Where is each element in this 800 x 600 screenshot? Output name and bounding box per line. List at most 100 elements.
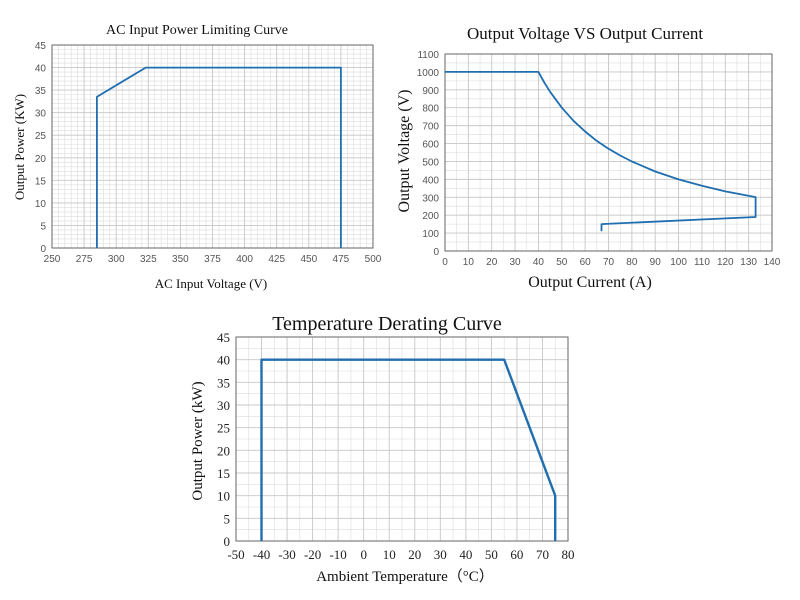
x-tick-label: 40	[533, 257, 545, 268]
chart-title: Output Voltage VS Output Current	[467, 24, 703, 43]
y-tick-label: 0	[40, 244, 46, 255]
y-tick-label: 25	[35, 131, 47, 142]
x-tick-label: 70	[536, 547, 549, 562]
x-tick-label: -40	[253, 547, 270, 562]
y-tick-label: 900	[422, 86, 439, 97]
x-axis-label: Output Current (A)	[528, 274, 652, 291]
x-tick-label: 350	[172, 254, 189, 265]
x-tick-label: 475	[333, 254, 350, 265]
output-voltage-current-chart: Output Voltage VS Output Current 0 10 20 30…	[396, 24, 781, 291]
x-tick-label: 50	[485, 547, 498, 562]
series-line	[445, 71, 757, 232]
series	[96, 66, 342, 248]
y-tick-label: 30	[217, 398, 230, 413]
y-axis-label: Output Voltage (V)	[396, 90, 413, 213]
x-tick-label: 300	[108, 254, 125, 265]
grid	[444, 53, 773, 252]
series-line	[96, 66, 342, 248]
y-tick-label: 25	[217, 421, 230, 436]
ac-input-power-chart: AC Input Power Limiting Curve 250 275 300 3…	[12, 23, 382, 291]
x-tick-label: 250	[44, 254, 61, 265]
x-tick-label: 500	[365, 254, 382, 265]
y-axis-label: Output Power (KW)	[12, 94, 27, 200]
y-tick-label: 45	[217, 330, 230, 345]
x-tick-label: 0	[442, 257, 448, 268]
x-tick-label: -10	[329, 547, 346, 562]
x-tick-label: 20	[486, 257, 498, 268]
tick-labels: 0 10 20 30 40 50 60 70 80 90 100 110 120 130 140 0 100 20…	[417, 50, 781, 268]
x-axis-label: AC Input Voltage (V)	[155, 276, 268, 291]
y-tick-label: 35	[217, 375, 230, 390]
series	[260, 358, 557, 541]
x-tick-label: 375	[204, 254, 221, 265]
y-tick-label: 45	[35, 41, 47, 52]
series-line	[260, 358, 557, 541]
y-tick-label: 10	[217, 489, 230, 504]
grid	[51, 44, 374, 249]
y-tick-label: 40	[217, 353, 230, 368]
y-tick-label: 800	[422, 104, 439, 115]
x-tick-label: 60	[580, 257, 592, 268]
tick-labels: -50 -40 -30 -20 -10 0 10 20 30 40 50 60 70 80 0 5 10 15 20…	[217, 330, 575, 562]
x-tick-label: 100	[670, 257, 687, 268]
x-tick-label: 50	[556, 257, 568, 268]
y-tick-label: 200	[422, 211, 439, 222]
x-tick-label: 30	[434, 547, 447, 562]
x-tick-label: 80	[562, 547, 575, 562]
y-tick-label: 1000	[417, 68, 440, 79]
x-tick-label: 120	[717, 257, 734, 268]
x-tick-label: -20	[304, 547, 321, 562]
plot-frame	[51, 44, 374, 249]
x-tick-label: 10	[383, 547, 396, 562]
x-tick-label: 140	[764, 257, 781, 268]
y-tick-label: 35	[35, 86, 47, 97]
x-tick-label: 20	[408, 547, 421, 562]
y-tick-label: 30	[35, 109, 47, 120]
y-tick-label: 15	[35, 176, 47, 187]
y-tick-label: 20	[35, 154, 47, 165]
x-tick-label: 80	[626, 257, 638, 268]
y-axis-label: Output Power (kW)	[190, 381, 206, 500]
x-tick-label: -30	[278, 547, 295, 562]
x-tick-label: 70	[603, 257, 615, 268]
y-tick-label: 10	[35, 199, 47, 210]
x-tick-label: 40	[459, 547, 472, 562]
y-tick-label: 15	[217, 466, 230, 481]
y-tick-label: 700	[422, 122, 439, 133]
y-tick-label: 1100	[417, 50, 439, 61]
y-tick-label: 0	[224, 534, 231, 549]
x-tick-label: 425	[268, 254, 285, 265]
x-tick-label: 10	[463, 257, 475, 268]
grid	[235, 336, 569, 542]
plot-frame	[235, 336, 569, 542]
y-tick-label: 5	[224, 511, 231, 526]
x-tick-label: 130	[740, 257, 757, 268]
y-tick-label: 500	[422, 157, 439, 168]
y-tick-label: 100	[422, 229, 439, 240]
y-tick-label: 0	[433, 247, 439, 258]
y-tick-label: 20	[217, 443, 230, 458]
tick-labels: 250 275 300 325 350 375 400 425 450 475 500 0 5 10 15 2…	[35, 41, 382, 265]
temperature-derating-chart: Temperature Derating Curve -50 -40 -30 -20-…	[190, 313, 575, 585]
y-tick-label: 600	[422, 140, 439, 151]
y-tick-label: 300	[422, 193, 439, 204]
series	[445, 71, 757, 232]
plot-frame	[444, 53, 773, 252]
chart-title: AC Input Power Limiting Curve	[106, 23, 288, 38]
x-tick-label: 0	[360, 547, 367, 562]
x-tick-label: 90	[650, 257, 662, 268]
y-tick-label: 400	[422, 175, 439, 186]
y-tick-label: 40	[35, 64, 47, 75]
x-tick-label: 110	[694, 257, 710, 268]
x-tick-label: 450	[300, 254, 317, 265]
chart-title: Temperature Derating Curve	[272, 313, 502, 335]
x-tick-label: 400	[236, 254, 253, 265]
x-tick-label: 275	[76, 254, 93, 265]
y-tick-label: 5	[40, 221, 46, 232]
x-tick-label: 30	[510, 257, 522, 268]
x-tick-label: -50	[227, 547, 244, 562]
x-axis-label: Ambient Temperature（°C）	[316, 568, 494, 585]
x-tick-label: 325	[140, 254, 157, 265]
x-tick-label: 60	[510, 547, 523, 562]
